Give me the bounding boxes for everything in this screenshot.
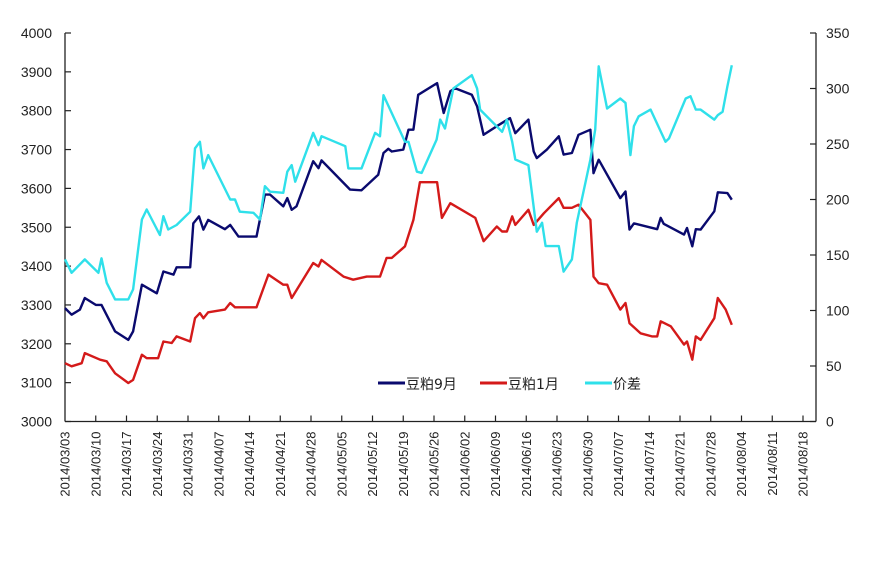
x-tick-label: 2014/05/26 [427, 432, 442, 497]
left-y-tick-label: 3500 [21, 219, 52, 235]
x-tick-label: 2014/03/03 [58, 432, 73, 497]
left-y-tick-label: 3800 [21, 103, 52, 119]
x-tick-label: 2014/03/17 [119, 432, 134, 497]
x-tick-label: 2014/03/10 [88, 432, 103, 497]
series-line-spread [63, 64, 733, 301]
x-tick-label: 2014/06/02 [457, 432, 472, 497]
right-y-tick-label: 350 [826, 25, 850, 41]
series-line-soymeal-sep [64, 81, 733, 342]
series-lines [63, 64, 733, 385]
x-tick-label: 2014/07/21 [673, 432, 688, 497]
legend: 豆粕9月 豆粕1月 价差 [378, 377, 641, 393]
left-y-tick-label: 3300 [21, 297, 52, 313]
x-tick-label: 2014/05/12 [365, 432, 380, 497]
x-tick-label: 2014/04/07 [211, 432, 226, 497]
x-tick-label: 2014/05/19 [396, 432, 411, 497]
left-y-tick-label: 3000 [21, 414, 52, 430]
right-y-tick-label: 150 [826, 247, 850, 263]
x-tick-label: 2014/06/16 [519, 432, 534, 497]
x-tick-label: 2014/08/04 [734, 432, 749, 497]
right-y-tick-label: 0 [826, 414, 834, 430]
right-y-tick-label: 100 [826, 303, 850, 319]
x-tick-label: 2014/08/11 [765, 432, 780, 496]
left-y-tick-label: 3100 [21, 375, 52, 391]
x-tick-label: 2014/06/30 [580, 432, 595, 497]
x-tick-label: 2014/03/24 [150, 432, 165, 497]
legend-label-soymeal-sep: 豆粕9月 [406, 377, 457, 393]
x-tick-label: 2014/04/21 [273, 432, 288, 497]
x-tick-label: 2014/04/14 [242, 432, 257, 497]
right-y-tick-label: 200 [826, 192, 850, 208]
right-y-tick-label: 50 [826, 358, 842, 374]
x-tick-label: 2014/06/23 [550, 432, 565, 497]
x-tick-label: 2014/05/05 [334, 432, 349, 497]
left-y-tick-label: 3700 [21, 142, 52, 158]
left-y-tick-label: 3200 [21, 336, 52, 352]
x-tick-label: 2014/07/14 [642, 432, 657, 497]
right-y-tick-label: 300 [826, 81, 850, 97]
left-y-tick-label: 3900 [21, 64, 52, 80]
left-y-tick-label: 3600 [21, 180, 52, 196]
left-y-tick-label: 4000 [21, 25, 52, 41]
x-tick-label: 2014/04/28 [304, 432, 319, 497]
legend-label-soymeal-jan: 豆粕1月 [508, 377, 559, 393]
right-y-tick-label: 250 [826, 136, 850, 152]
axes: 3000310032003300340035003600370038003900… [21, 25, 850, 497]
x-tick-label: 2014/08/18 [796, 432, 811, 497]
left-y-tick-label: 3400 [21, 258, 52, 274]
legend-label-spread: 价差 [613, 377, 641, 393]
x-tick-label: 2014/03/31 [181, 432, 196, 497]
x-tick-label: 2014/07/07 [611, 432, 626, 497]
x-tick-label: 2014/07/28 [703, 432, 718, 497]
x-tick-label: 2014/06/09 [488, 432, 503, 497]
series-line-soymeal-jan [64, 180, 733, 385]
